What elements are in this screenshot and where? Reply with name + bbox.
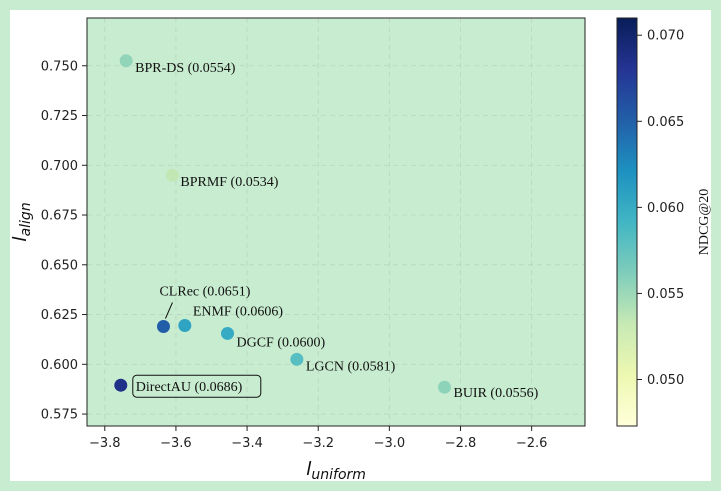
point-label-lgcn: LGCN (0.0581) — [306, 359, 396, 374]
colorbar-tick-label: 0.065 — [647, 115, 684, 130]
colorbar-tick-label: 0.060 — [647, 201, 684, 216]
x-tick-label: −3.2 — [302, 436, 334, 451]
point-bprmf — [165, 168, 179, 182]
y-tick-label: 0.600 — [41, 358, 78, 373]
y-tick-label: 0.675 — [41, 209, 78, 224]
point-label-buir: BUIR (0.0556) — [453, 386, 538, 401]
point-clrec — [156, 319, 170, 333]
x-tick-label: −3.0 — [374, 436, 406, 451]
y-tick-label: 0.725 — [41, 109, 78, 124]
axes-frame — [86, 17, 586, 427]
x-tick-label: −3.4 — [231, 436, 263, 451]
colorbar-title: NDCG@20 — [697, 189, 712, 256]
colorbar-tick-label: 0.070 — [647, 29, 684, 44]
point-label-enmf: ENMF (0.0606) — [193, 304, 284, 319]
point-label-bpr-ds: BPR-DS (0.0554) — [135, 61, 236, 76]
point-label-bprmf: BPRMF (0.0534) — [180, 175, 278, 190]
y-tick-label: 0.750 — [41, 59, 78, 74]
plot-area — [87, 18, 585, 426]
y-tick-label: 0.625 — [41, 308, 78, 323]
point-directau — [114, 378, 128, 392]
point-buir — [437, 380, 451, 394]
colorbar-tick-label: 0.050 — [647, 373, 684, 388]
y-tick-label: 0.700 — [41, 159, 78, 174]
point-label-clrec: CLRec (0.0651) — [159, 284, 250, 299]
point-enmf — [178, 318, 192, 332]
point-lgcn — [290, 352, 304, 366]
y-tick-label: 0.650 — [41, 258, 78, 273]
x-axis-title: luniform — [306, 458, 366, 483]
colorbar-tick-label: 0.055 — [647, 287, 684, 302]
label-leader — [165, 302, 173, 319]
x-tick-label: −2.6 — [516, 436, 548, 451]
x-tick-label: −2.8 — [445, 436, 477, 451]
x-tick-label: −3.8 — [89, 436, 121, 451]
x-tick-label: −3.6 — [160, 436, 192, 451]
point-label-dgcf: DGCF (0.0600) — [237, 335, 326, 350]
point-dgcf — [221, 326, 235, 340]
colorbar — [616, 17, 638, 427]
y-tick-label: 0.575 — [41, 408, 78, 423]
point-label-directau: DirectAU (0.0686) — [136, 380, 243, 395]
y-axis-title: lalign — [9, 202, 34, 241]
point-bpr-ds — [119, 54, 133, 68]
label-box — [132, 374, 262, 398]
